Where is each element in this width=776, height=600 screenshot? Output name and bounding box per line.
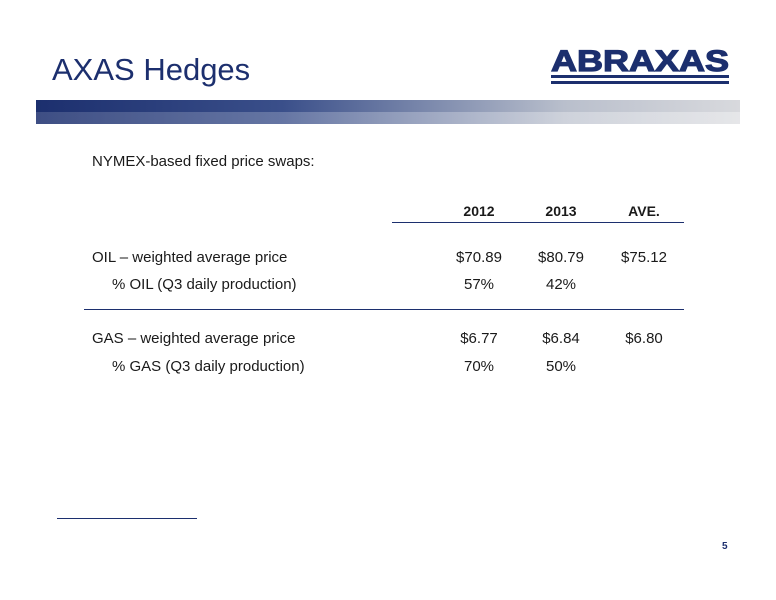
cell-oil-percent-2013: 42% [545, 276, 577, 293]
column-header-2013: 2013 [545, 203, 577, 219]
header-bar [36, 100, 740, 124]
cell-oil-price-ave: $75.12 [621, 249, 667, 266]
subtitle: NYMEX-based fixed price swaps: [92, 153, 315, 170]
cell-gas-percent-2012: 70% [463, 358, 495, 375]
footnote-divider [57, 518, 197, 519]
cell-oil-price-2012: $70.89 [456, 249, 502, 266]
row-label-oil-percent: % OIL (Q3 daily production) [112, 276, 297, 293]
cell-gas-price-2012: $6.77 [460, 330, 498, 347]
abraxas-logo: ABRAXAS [548, 44, 732, 91]
abraxas-logo-graphic: ABRAXAS [550, 44, 730, 84]
svg-text:ABRAXAS: ABRAXAS [551, 45, 729, 78]
page-number: 5 [722, 541, 728, 552]
cell-oil-percent-2012: 57% [463, 276, 495, 293]
slide-title: AXAS Hedges [52, 52, 251, 87]
cell-gas-price-2013: $6.84 [542, 330, 580, 347]
row-label-oil-price: OIL – weighted average price [92, 249, 288, 266]
header-divider [392, 222, 684, 223]
cell-gas-price-ave: $6.80 [625, 330, 663, 347]
section-divider [84, 309, 684, 310]
row-label-gas-percent: % GAS (Q3 daily production) [112, 358, 305, 375]
column-header-ave: AVE. [628, 203, 660, 219]
row-label-gas-price: GAS – weighted average price [92, 330, 296, 347]
cell-oil-price-2013: $80.79 [538, 249, 584, 266]
cell-gas-percent-2013: 50% [545, 358, 577, 375]
column-header-2012: 2012 [463, 203, 495, 219]
